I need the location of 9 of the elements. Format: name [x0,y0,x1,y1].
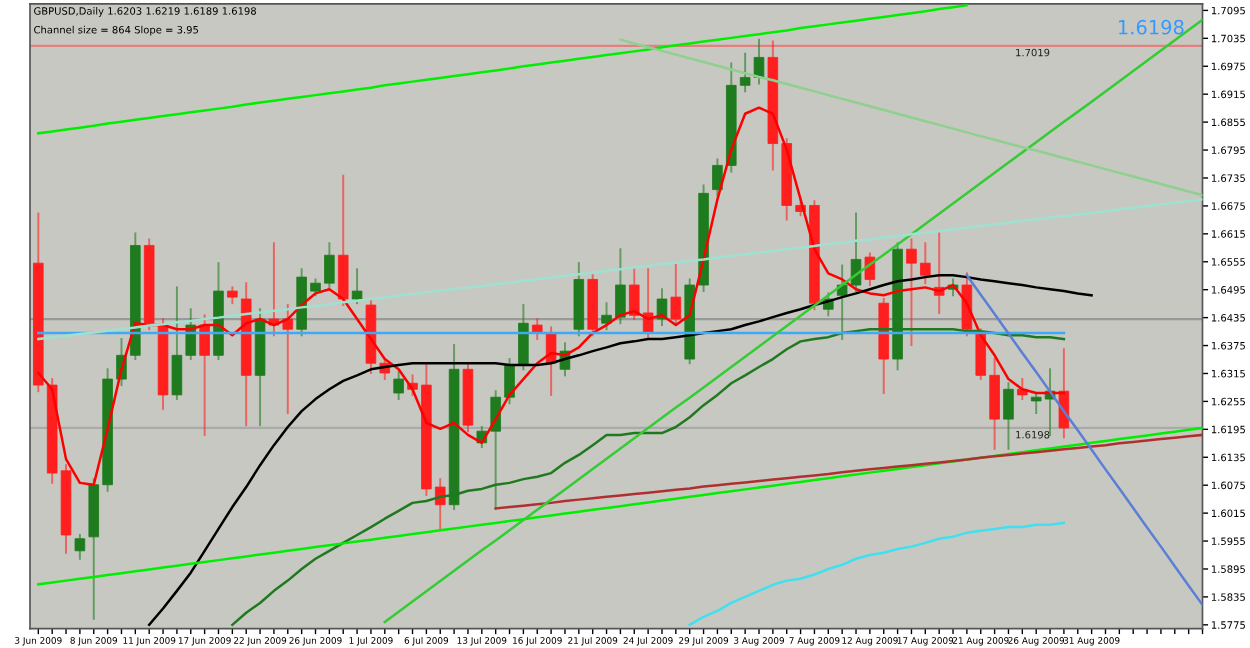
line-series [383,18,1203,624]
line-series [37,4,969,135]
line-series [494,433,1203,510]
line-series [619,38,1203,197]
line-series [965,274,1203,607]
line-series [37,426,1203,586]
line-series [37,198,1203,341]
line-series [688,521,1066,627]
annotation: 1.6198 [1119,19,1184,35]
